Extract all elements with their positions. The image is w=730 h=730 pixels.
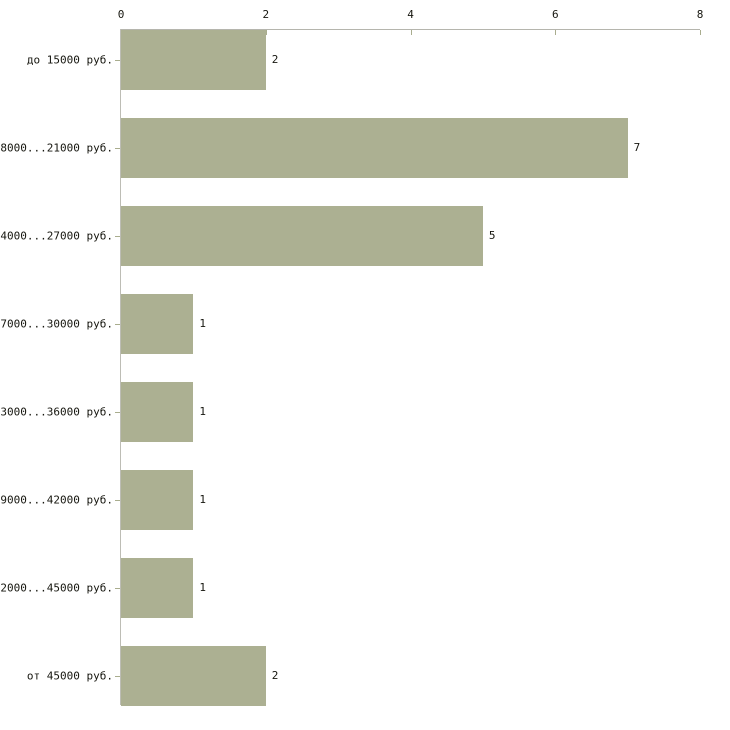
x-axis-tick xyxy=(555,30,557,35)
category-label: от 45000 руб. xyxy=(26,669,113,683)
bar-value-label: 1 xyxy=(199,405,206,418)
bar[interactable] xyxy=(121,294,194,354)
bar-value-label: 2 xyxy=(271,53,279,66)
bar[interactable] xyxy=(121,558,194,618)
bar[interactable] xyxy=(121,206,483,266)
y-axis-tick xyxy=(115,500,120,501)
bar[interactable] xyxy=(121,30,266,90)
x-axis-tick-label: 4 xyxy=(407,8,414,21)
category-label: до 15000 руб. xyxy=(26,53,113,67)
y-axis-tick xyxy=(115,588,120,589)
category-label: 33000...36000 руб. xyxy=(0,405,113,419)
bar-value-label: 2 xyxy=(271,669,279,682)
category-label: 39000...42000 руб. xyxy=(0,493,113,507)
y-axis-tick xyxy=(115,148,120,149)
x-axis-tick-label: 6 xyxy=(551,8,559,21)
y-axis-tick xyxy=(115,412,120,413)
y-axis-tick xyxy=(115,676,120,677)
bar-value-label: 1 xyxy=(199,493,206,506)
x-axis-tick-label: 8 xyxy=(696,8,704,21)
bar-value-label: 7 xyxy=(633,141,641,154)
y-axis-tick xyxy=(115,236,120,237)
bar[interactable] xyxy=(121,382,194,442)
category-label: 27000...30000 руб. xyxy=(0,317,113,331)
bar[interactable] xyxy=(121,118,628,178)
x-axis-tick xyxy=(410,30,412,35)
bar[interactable] xyxy=(121,470,194,530)
bar-value-label: 1 xyxy=(199,581,206,594)
category-label: 18000...21000 руб. xyxy=(0,141,113,155)
x-axis-line xyxy=(121,29,700,30)
category-label: 42000...45000 руб. xyxy=(0,581,113,595)
x-axis-tick xyxy=(700,30,701,35)
y-axis-tick xyxy=(115,324,120,325)
bar[interactable] xyxy=(121,646,266,706)
y-axis-tick xyxy=(115,60,120,61)
x-axis-tick-label: 2 xyxy=(262,8,270,21)
x-axis-tick xyxy=(265,30,267,35)
y-axis-line xyxy=(120,29,121,705)
x-axis-tick-label: 0 xyxy=(117,8,125,21)
bar-value-label: 5 xyxy=(488,229,496,242)
bar-value-label: 1 xyxy=(199,317,206,330)
category-label: 24000...27000 руб. xyxy=(0,229,113,243)
